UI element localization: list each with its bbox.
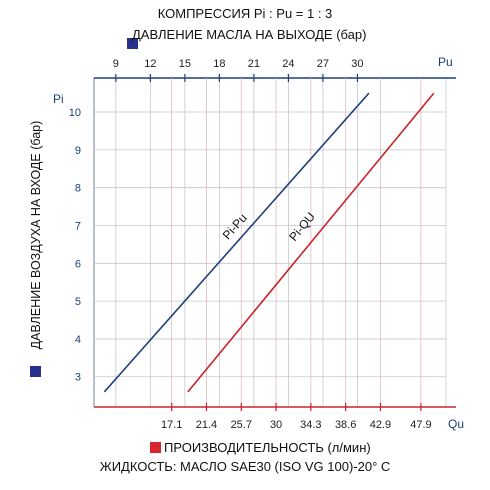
bottom-axis-title: ПРОИЗВОДИТЕЛЬНОСТЬ (л/мин) bbox=[164, 440, 371, 455]
bottom-tick-label: 21.4 bbox=[196, 419, 217, 431]
y-tick-label: 5 bbox=[75, 296, 81, 308]
y-tick-label: 10 bbox=[69, 107, 81, 119]
chart-title: КОМПРЕССИЯ Pi : Pu = 1 : 3 bbox=[157, 6, 333, 21]
bottom-tick-label: 38.6 bbox=[335, 419, 356, 431]
blue-legend-square-left bbox=[30, 366, 41, 377]
top-tick-label: 30 bbox=[351, 58, 363, 70]
y-tick-label: 9 bbox=[75, 145, 81, 157]
plot-frame bbox=[93, 77, 447, 408]
bottom-tick-label: 17.1 bbox=[161, 419, 182, 431]
y-tick-label: 6 bbox=[75, 258, 81, 270]
bottom-tick-label: 25.7 bbox=[231, 419, 252, 431]
top-axis-label: Pu bbox=[438, 55, 453, 69]
series-label-pi-pu: Pi-Pu bbox=[220, 211, 250, 242]
y-tick-label: 4 bbox=[75, 334, 81, 346]
y-tick-label: 7 bbox=[75, 220, 81, 232]
top-tick-label: 21 bbox=[248, 58, 260, 70]
fluid-note: ЖИДКОСТЬ: МАСЛО SAE30 (ISO VG 100)-20° C bbox=[99, 459, 391, 474]
series-line-pi-pu bbox=[103, 92, 370, 393]
bottom-tick-label: 30 bbox=[270, 419, 282, 431]
top-tick-label: 18 bbox=[213, 58, 225, 70]
bottom-tick-label: 42.9 bbox=[370, 419, 391, 431]
top-tick-label: 24 bbox=[282, 58, 294, 70]
blue-legend-square bbox=[127, 38, 138, 49]
top-axis-title: ДАВЛЕНИЕ МАСЛА НА ВЫХОДЕ (бар) bbox=[132, 27, 367, 42]
bottom-axis-label: Qu bbox=[448, 417, 464, 431]
y-tick-label: 3 bbox=[75, 372, 81, 384]
left-axis-title: ДАВЛЕНИЕ ВОЗДУХА НА ВХОДЕ (бар) bbox=[29, 120, 43, 350]
top-tick-label: 12 bbox=[144, 58, 156, 70]
top-tick-label: 27 bbox=[317, 58, 329, 70]
red-legend-square bbox=[150, 442, 161, 453]
top-tick-label: 15 bbox=[179, 58, 191, 70]
y-axis-label: Pi bbox=[53, 92, 64, 106]
y-tick-label: 8 bbox=[75, 183, 81, 195]
series-line-pi-qu bbox=[187, 92, 435, 393]
bottom-tick-label: 47.9 bbox=[410, 419, 431, 431]
bottom-tick-label: 34.3 bbox=[300, 419, 321, 431]
top-tick-label: 9 bbox=[113, 58, 119, 70]
